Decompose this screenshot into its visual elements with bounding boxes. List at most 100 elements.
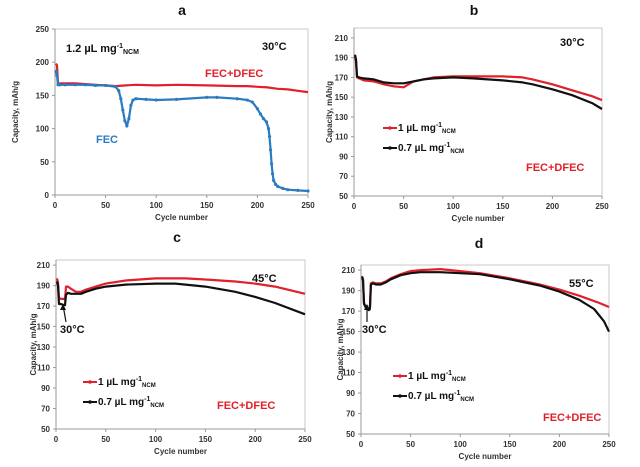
legend-label: 1 µL mg-1NCM [398,122,456,135]
panel-title: c [173,229,181,245]
x-tick-label: 250 [595,202,609,211]
data-point [134,97,138,101]
legend-sub: NCM [142,383,156,389]
annotation: FEC+DFEC [543,412,601,424]
annotation-text: 45°C [252,273,277,285]
x-axis-label: Cycle number [155,213,208,222]
y-tick-label: 210 [335,34,349,43]
annotation: 30°C [60,324,85,336]
x-tick-label: 0 [54,435,59,444]
arrow-head-icon [60,304,66,310]
legend-label: 1 µL mg-1NCM [98,376,156,389]
y-tick-label: 70 [346,410,355,419]
y-tick-label: 210 [37,261,51,270]
legend-text: 0.7 µL mg [98,397,144,408]
panel-d: d 0 50 100 150 200 250 50 70 90 110 130 150 170 190 210… [336,235,616,461]
panel-title: a [178,2,186,18]
plot-area [353,27,603,197]
data-point [205,95,209,99]
data-point [58,83,62,87]
panel-c: c 0 50 100 150 200 250 50 70 90 110 130 150 170 190 210… [29,229,312,456]
y-tick-label: 210 [342,266,356,275]
legend-marker [388,146,392,150]
data-point [123,119,127,123]
x-tick-label: 250 [298,435,312,444]
series-line-0 [55,277,306,301]
y-tick-label: 170 [335,73,349,82]
annotation-text: 30°C [362,324,387,336]
data-point [267,134,272,139]
annotation-sub: NCM [123,49,139,56]
x-tick-label: 50 [101,201,110,210]
x-axis-label: Cycle number [452,214,505,223]
data-point [281,186,285,190]
annotation: 30°C [262,41,287,53]
y-axis-label: Capacity, mAh/g [11,81,20,143]
y-tick-label: 100 [36,125,50,134]
data-point [83,83,87,87]
data-point [261,117,266,121]
annotation-text: FEC+DFEC [205,68,263,80]
x-tick-label: 50 [101,435,110,444]
x-tick-label: 250 [301,201,315,210]
data-point [274,182,278,186]
legend-text: 0.7 µL mg [398,143,444,154]
y-tick-label: 150 [36,91,50,100]
x-tick-label: 100 [149,435,163,444]
legend-text: 1 µL mg [398,123,436,134]
data-point [54,69,58,74]
legend-item: 0.7 µL mg-1NCM [383,142,464,155]
data-point [268,148,273,152]
data-point [296,188,300,192]
data-point [154,98,158,102]
arrow-head-icon [364,304,370,310]
y-tick-label: 190 [335,54,349,63]
data-point [215,95,219,99]
data-point [306,189,310,193]
legend-sup: -1 [436,122,442,129]
data-point [129,103,133,107]
y-tick-label: 130 [335,113,349,122]
data-point [73,83,77,87]
x-tick-label: 0 [359,440,364,449]
legend-sub: NCM [460,397,474,403]
y-tick-label: 130 [37,343,51,352]
x-axis-label: Cycle number [459,452,512,461]
annotation: FEC+DFEC [217,400,275,412]
y-tick-label: 190 [37,282,51,291]
annotation: 30°C [362,324,387,336]
data-point [258,112,263,116]
legend-sup: -1 [454,390,460,397]
x-tick-label: 200 [249,435,263,444]
x-tick-label: 150 [200,201,214,210]
annotation-text: 1.2 µL mg [66,43,117,55]
y-tick-label: 0 [45,191,50,200]
plot-area [54,28,309,196]
legend-text: 1 µL mg [408,371,446,382]
y-tick-label: 200 [36,58,50,67]
legend-sup: -1 [446,370,452,377]
legend-label: 0.7 µL mg-1NCM [408,390,474,403]
series-line-0 [55,63,309,94]
panel-a: a 0 50 100 150 200 250 0 50 100 150 200 250 Cycle num… [11,2,315,222]
annotation-text: FEC+DFEC [543,412,601,424]
y-tick-label: 150 [342,328,356,337]
data-point [286,188,290,192]
data-point [127,117,131,121]
legend-text: 1 µL mg [98,377,136,388]
x-tick-label: 150 [199,435,213,444]
data-point [55,73,59,78]
legend-item: 1 µL mg-1NCM [393,370,466,383]
legend-sup: -1 [144,396,150,403]
x-tick-label: 100 [447,202,461,211]
plot-area [360,264,610,435]
data-point [125,124,129,128]
x-tick-label: 100 [454,440,468,449]
legend-label: 0.7 µL mg-1NCM [398,142,464,155]
panel-title: b [470,2,479,18]
y-axis-label: Capacity, mAh/g [29,313,38,375]
legend-text: 0.7 µL mg [408,391,454,402]
annotation: 55°C [569,278,594,290]
y-tick-label: 110 [37,364,50,373]
